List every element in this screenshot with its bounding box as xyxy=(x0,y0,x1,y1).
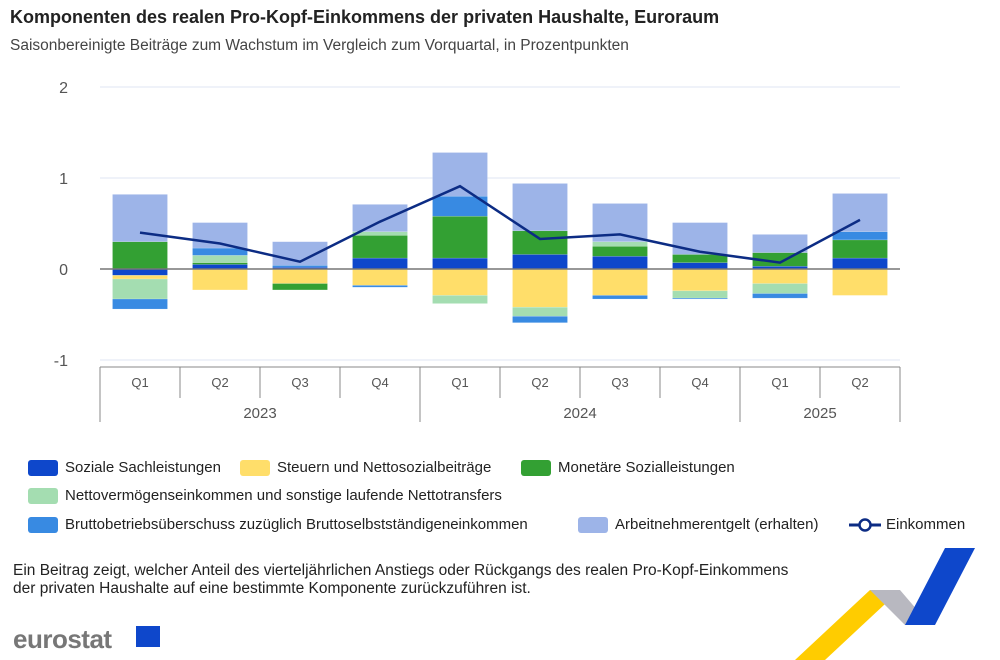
bar-segment xyxy=(112,268,168,276)
bar-segment xyxy=(192,255,248,263)
bar-segment xyxy=(112,278,168,300)
bar-segment xyxy=(432,295,488,304)
bar-segment xyxy=(192,268,248,291)
bar-segment xyxy=(672,262,728,270)
bar-segment xyxy=(512,306,568,317)
bar-segment xyxy=(832,231,888,241)
bar-segment xyxy=(592,295,648,300)
year-label: 2025 xyxy=(803,405,836,422)
bar-segment xyxy=(672,222,728,255)
bar-segment xyxy=(512,268,568,308)
legend-label: Einkommen xyxy=(886,516,966,533)
bar-segment xyxy=(512,230,568,255)
legend-item-brutto[interactable]: Bruttobetriebsüberschuss zuzüglich Brutt… xyxy=(28,516,528,533)
legend-label: Arbeitnehmerentgelt (erhalten) xyxy=(615,516,819,533)
y-tick-label: 1 xyxy=(59,171,68,188)
x-tick-label: Q1 xyxy=(771,375,788,390)
bar-segment xyxy=(432,257,488,270)
year-label: 2024 xyxy=(563,405,596,422)
bar-segment xyxy=(112,275,168,280)
x-tick-label: Q1 xyxy=(131,375,148,390)
bar-segment xyxy=(432,268,488,296)
bar-segment xyxy=(352,268,408,286)
bar-segment xyxy=(272,265,328,268)
plot-area: 2 1 0 -1 Q1 Q2 Q3 Q4 Q1 Q2 Q3 Q4 Q1 Q2 2023 2024 2025 xyxy=(54,80,901,422)
footnote-line: der privaten Haushalte auf eine bestimmt… xyxy=(13,580,531,597)
bar-segment xyxy=(432,215,488,259)
legend-swatch xyxy=(28,516,58,533)
legend-item-arbeitnehmer[interactable]: Arbeitnehmerentgelt (erhalten) xyxy=(578,516,818,533)
legend-swatch xyxy=(28,487,58,504)
chart-subtitle: Saisonbereinigte Beiträge zum Wachstum i… xyxy=(10,37,629,54)
legend-item-nettovermoegen[interactable]: Nettovermögenseinkommen und sonstige lau… xyxy=(28,487,502,504)
year-label: 2023 xyxy=(243,405,276,422)
bar-segment xyxy=(832,239,888,259)
bar-segment xyxy=(832,257,888,270)
bar-segment xyxy=(592,268,648,296)
bar-segment xyxy=(192,247,248,256)
legend-swatch xyxy=(578,516,608,533)
legend-line-marker-icon xyxy=(849,517,881,532)
bar-segment xyxy=(592,241,648,247)
bar-segment xyxy=(192,262,248,265)
legend-label: Nettovermögenseinkommen und sonstige lau… xyxy=(65,487,502,504)
bar-segment xyxy=(272,268,328,284)
y-tick-label: -1 xyxy=(54,353,68,370)
bar-segment xyxy=(832,193,888,232)
chart-title: Komponenten des realen Pro-Kopf-Einkomme… xyxy=(10,7,720,27)
bar-segment xyxy=(672,297,728,300)
bar-segment xyxy=(672,290,728,299)
legend-label: Steuern und Nettosozialbeiträge xyxy=(277,459,492,476)
legend-label: Bruttobetriebsüberschuss zuzüglich Brutt… xyxy=(65,516,528,533)
bar-segment xyxy=(832,268,888,296)
bar-segment xyxy=(352,204,408,232)
legend-swatch xyxy=(28,459,58,476)
eu-flag-icon xyxy=(136,626,160,647)
legend-item-steuern[interactable]: Steuern und Nettosozialbeiträge xyxy=(240,459,491,476)
bar-segment xyxy=(752,283,808,294)
x-tick-label: Q4 xyxy=(691,375,708,390)
bar-segment xyxy=(112,241,168,270)
y-tick-label: 0 xyxy=(59,262,68,279)
x-tick-label: Q2 xyxy=(851,375,868,390)
legend-item-soziale[interactable]: Soziale Sachleistungen xyxy=(28,459,221,476)
legend-swatch xyxy=(240,459,270,476)
x-tick-label: Q4 xyxy=(371,375,388,390)
bar-segment xyxy=(512,254,568,270)
bar-segment xyxy=(592,246,648,257)
footnote-line: Ein Beitrag zeigt, welcher Anteil des vi… xyxy=(13,562,789,579)
bar-segment xyxy=(272,283,328,291)
bar-segment xyxy=(352,257,408,270)
bar-segment xyxy=(752,293,808,299)
bar-segment xyxy=(672,254,728,263)
y-tick-label: 2 xyxy=(59,80,68,97)
x-tick-label: Q3 xyxy=(291,375,308,390)
legend-item-monetaere[interactable]: Monetäre Sozialleistungen xyxy=(521,459,735,476)
legend-swatch xyxy=(521,459,551,476)
bar-segment xyxy=(352,285,408,288)
x-tick-label: Q1 xyxy=(451,375,468,390)
bar-segment xyxy=(352,235,408,259)
footnote: Ein Beitrag zeigt, welcher Anteil des vi… xyxy=(13,562,903,598)
bar-segment xyxy=(592,256,648,270)
bar-segment xyxy=(672,268,728,292)
bar-segment xyxy=(512,183,568,232)
einkommen-line xyxy=(139,184,861,264)
x-tick-label: Q3 xyxy=(611,375,628,390)
bar-segment xyxy=(112,298,168,310)
bar-segment xyxy=(752,234,808,253)
eurostat-logo: eurostat xyxy=(13,624,112,654)
bar-segment xyxy=(512,316,568,323)
legend-label: Monetäre Sozialleistungen xyxy=(558,459,735,476)
bar-segment xyxy=(432,152,488,197)
legend-label: Soziale Sachleistungen xyxy=(65,459,221,476)
legend-item-einkommen[interactable]: Einkommen xyxy=(849,516,965,533)
x-tick-label: Q2 xyxy=(531,375,548,390)
bar-segment xyxy=(752,268,808,284)
x-tick-label: Q2 xyxy=(211,375,228,390)
